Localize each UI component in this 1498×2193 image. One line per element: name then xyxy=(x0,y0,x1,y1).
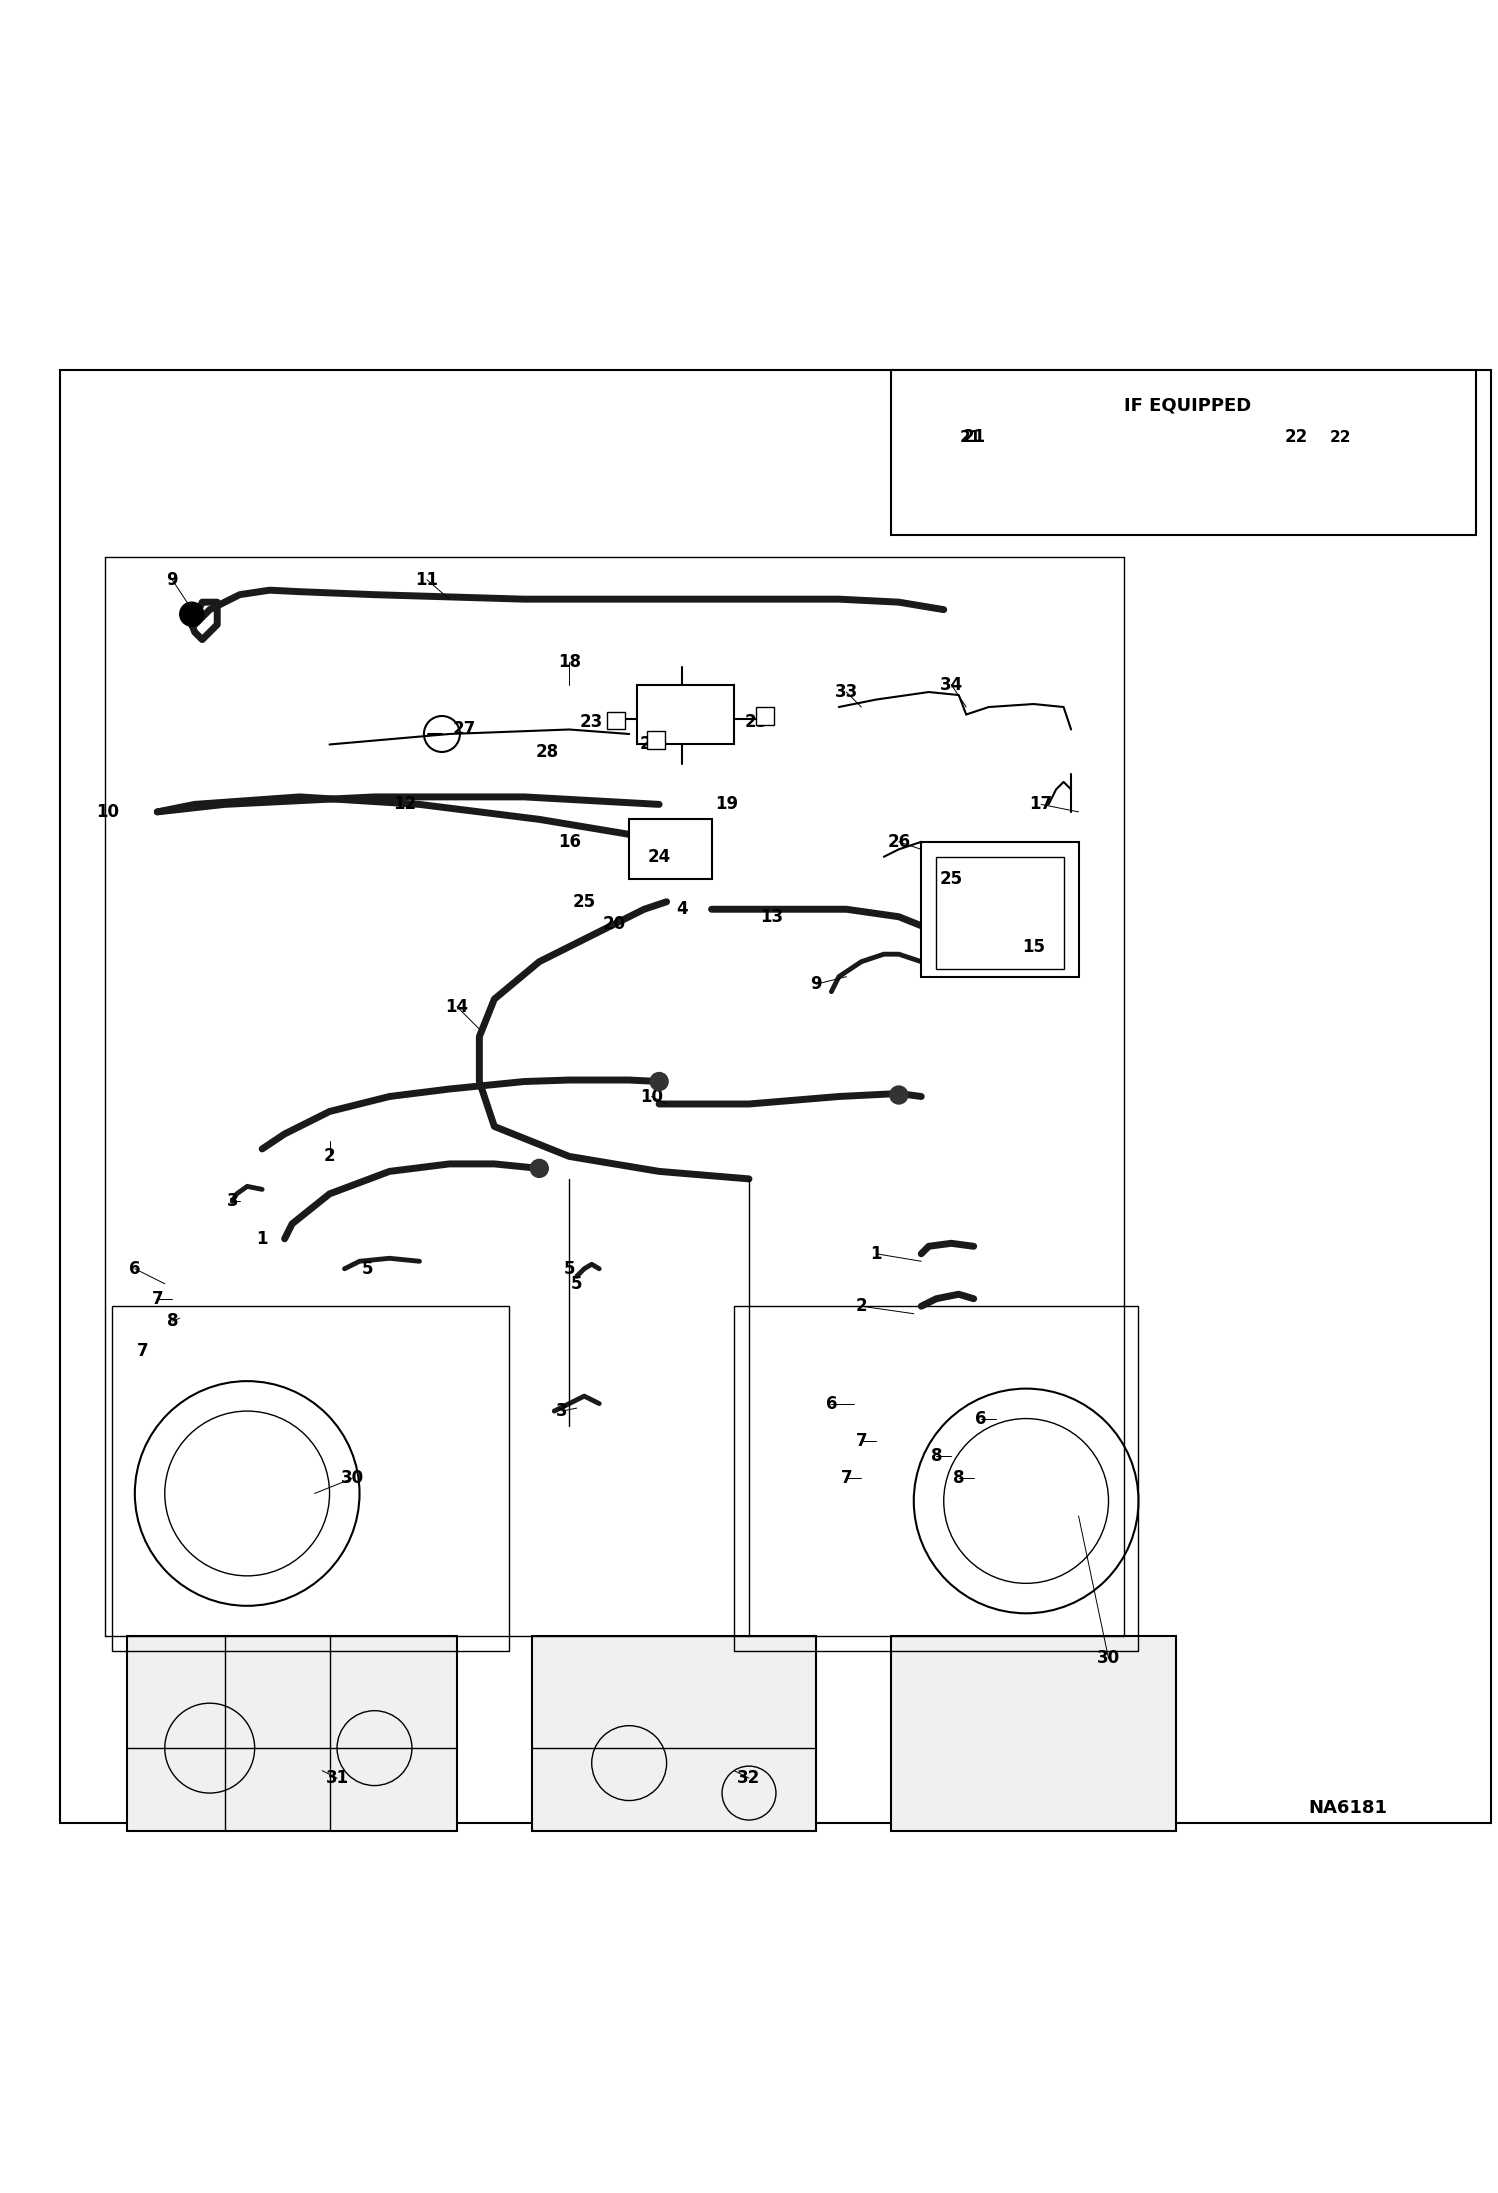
Circle shape xyxy=(650,1072,668,1090)
Text: 6: 6 xyxy=(129,1259,141,1279)
Text: 2: 2 xyxy=(324,1147,336,1164)
Text: 14: 14 xyxy=(445,998,469,1015)
Text: 9: 9 xyxy=(810,976,822,993)
Text: 6: 6 xyxy=(825,1395,837,1412)
Text: 23: 23 xyxy=(745,713,768,730)
Bar xyxy=(936,857,1064,969)
Text: 7: 7 xyxy=(151,1289,163,1307)
Bar xyxy=(637,684,734,743)
Text: 20: 20 xyxy=(602,914,626,934)
FancyBboxPatch shape xyxy=(891,371,1476,535)
Text: 8: 8 xyxy=(930,1447,942,1465)
Text: 5: 5 xyxy=(361,1259,373,1279)
Text: 6: 6 xyxy=(975,1410,987,1428)
Text: 8: 8 xyxy=(953,1469,965,1487)
Text: 5: 5 xyxy=(563,1259,575,1279)
Circle shape xyxy=(180,603,204,627)
Text: 30: 30 xyxy=(1097,1649,1121,1667)
Text: 1: 1 xyxy=(870,1246,882,1263)
Text: 21: 21 xyxy=(960,430,981,445)
Text: 16: 16 xyxy=(557,833,581,851)
Text: 3: 3 xyxy=(226,1193,238,1211)
Text: 3: 3 xyxy=(556,1401,568,1421)
Bar xyxy=(127,1636,457,1831)
Text: 10: 10 xyxy=(96,803,120,820)
Text: 23: 23 xyxy=(580,713,604,730)
Text: 10: 10 xyxy=(640,1088,664,1105)
Text: 22: 22 xyxy=(1330,430,1351,445)
Text: 8: 8 xyxy=(166,1311,178,1331)
Text: 27: 27 xyxy=(452,721,476,739)
Text: 11: 11 xyxy=(415,570,439,588)
Text: 33: 33 xyxy=(834,682,858,702)
Bar xyxy=(891,1636,1176,1831)
Bar xyxy=(112,1307,509,1651)
Text: 26: 26 xyxy=(887,833,911,851)
Bar xyxy=(921,842,1079,976)
Text: 30: 30 xyxy=(340,1469,364,1487)
Bar xyxy=(532,1636,816,1831)
Text: 15: 15 xyxy=(1022,939,1046,956)
Text: 4: 4 xyxy=(676,901,688,919)
Text: 13: 13 xyxy=(759,908,783,925)
Text: 5: 5 xyxy=(571,1274,583,1292)
Text: 31: 31 xyxy=(325,1770,349,1787)
Text: 18: 18 xyxy=(557,654,581,671)
Text: 2: 2 xyxy=(855,1298,867,1316)
Bar xyxy=(734,1307,1138,1651)
Text: 19: 19 xyxy=(715,796,739,814)
Text: 1: 1 xyxy=(256,1230,268,1248)
Text: 29: 29 xyxy=(640,735,664,754)
Text: 22: 22 xyxy=(1284,428,1308,447)
Text: 32: 32 xyxy=(737,1770,761,1787)
Bar xyxy=(629,820,712,879)
Circle shape xyxy=(530,1160,548,1178)
Circle shape xyxy=(890,1086,908,1103)
Text: 25: 25 xyxy=(572,893,596,910)
Text: 17: 17 xyxy=(1029,796,1053,814)
Bar xyxy=(607,711,625,730)
Text: 7: 7 xyxy=(855,1432,867,1450)
Bar xyxy=(647,730,665,750)
Text: 34: 34 xyxy=(939,675,963,693)
Text: 25: 25 xyxy=(939,871,963,888)
Text: 21: 21 xyxy=(962,428,986,447)
Text: 12: 12 xyxy=(392,796,416,814)
Text: 7: 7 xyxy=(136,1342,148,1360)
Text: 9: 9 xyxy=(166,570,178,588)
Text: IF EQUIPPED: IF EQUIPPED xyxy=(1124,397,1251,414)
Text: 28: 28 xyxy=(535,743,559,761)
Text: NA6181: NA6181 xyxy=(1309,1798,1387,1818)
Text: 7: 7 xyxy=(840,1469,852,1487)
Bar xyxy=(756,706,774,726)
Text: 24: 24 xyxy=(647,849,671,866)
